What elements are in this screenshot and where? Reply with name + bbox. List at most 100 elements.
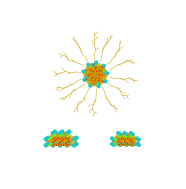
Circle shape [123, 144, 124, 146]
Circle shape [118, 144, 120, 145]
Circle shape [107, 39, 108, 40]
Circle shape [123, 139, 124, 140]
Circle shape [53, 142, 57, 146]
Circle shape [67, 130, 71, 134]
Circle shape [127, 143, 128, 144]
Circle shape [91, 78, 92, 79]
Circle shape [88, 84, 92, 88]
Circle shape [88, 106, 89, 107]
Circle shape [93, 64, 94, 65]
Circle shape [68, 138, 69, 139]
Circle shape [125, 136, 127, 138]
Circle shape [44, 137, 48, 141]
Circle shape [114, 106, 115, 107]
Circle shape [68, 134, 70, 136]
Circle shape [135, 136, 139, 140]
Circle shape [60, 136, 64, 139]
Circle shape [114, 137, 116, 139]
Circle shape [66, 135, 68, 137]
Circle shape [51, 131, 55, 135]
Circle shape [121, 143, 122, 144]
Circle shape [65, 137, 66, 139]
Circle shape [69, 140, 70, 142]
Circle shape [102, 81, 103, 82]
Circle shape [135, 142, 139, 146]
Circle shape [44, 137, 48, 141]
Circle shape [89, 74, 91, 75]
Circle shape [91, 73, 92, 75]
Circle shape [46, 142, 50, 146]
Circle shape [84, 76, 88, 80]
Circle shape [123, 137, 126, 140]
Circle shape [84, 100, 85, 101]
Circle shape [93, 71, 94, 72]
Circle shape [53, 142, 57, 146]
Circle shape [110, 136, 114, 140]
Circle shape [116, 144, 118, 146]
Circle shape [53, 138, 55, 139]
Circle shape [60, 142, 64, 146]
Circle shape [123, 139, 124, 140]
Circle shape [56, 145, 57, 146]
Circle shape [127, 138, 128, 139]
Circle shape [127, 138, 128, 139]
Circle shape [98, 80, 99, 81]
Circle shape [112, 143, 116, 147]
Circle shape [68, 142, 71, 146]
Circle shape [132, 142, 133, 143]
Circle shape [56, 139, 57, 140]
Circle shape [61, 134, 63, 136]
Circle shape [54, 140, 56, 142]
Circle shape [123, 142, 126, 146]
Circle shape [135, 142, 139, 146]
Circle shape [98, 37, 99, 38]
Circle shape [59, 142, 61, 143]
Circle shape [98, 47, 99, 48]
Circle shape [53, 144, 55, 145]
Circle shape [82, 78, 86, 82]
Circle shape [63, 145, 64, 146]
Circle shape [96, 82, 100, 86]
Circle shape [129, 144, 130, 146]
Circle shape [132, 136, 134, 138]
Circle shape [51, 138, 54, 141]
Circle shape [131, 143, 134, 147]
Circle shape [51, 143, 55, 147]
Circle shape [129, 139, 130, 140]
Circle shape [78, 102, 79, 103]
Circle shape [94, 74, 98, 77]
Circle shape [76, 41, 77, 42]
Circle shape [131, 59, 132, 60]
Circle shape [67, 142, 71, 146]
Circle shape [58, 143, 62, 147]
Circle shape [131, 144, 132, 145]
Circle shape [90, 105, 91, 106]
Circle shape [101, 70, 102, 72]
Circle shape [131, 138, 132, 139]
Circle shape [103, 47, 104, 48]
Circle shape [74, 136, 78, 140]
Circle shape [92, 42, 93, 43]
Circle shape [44, 143, 48, 147]
Circle shape [118, 143, 122, 147]
Circle shape [95, 68, 96, 70]
Circle shape [131, 143, 134, 147]
Circle shape [125, 138, 128, 141]
Circle shape [116, 139, 118, 140]
Circle shape [131, 132, 134, 136]
Circle shape [118, 143, 122, 147]
Circle shape [123, 92, 124, 93]
Circle shape [97, 84, 101, 88]
Circle shape [58, 143, 59, 145]
Circle shape [63, 139, 64, 140]
Circle shape [123, 144, 124, 146]
Circle shape [53, 130, 57, 134]
Circle shape [98, 75, 99, 77]
Circle shape [131, 138, 132, 139]
Circle shape [118, 138, 120, 139]
Circle shape [118, 144, 120, 145]
Circle shape [58, 143, 59, 145]
Circle shape [46, 142, 50, 146]
Circle shape [92, 80, 93, 81]
Circle shape [60, 138, 62, 139]
